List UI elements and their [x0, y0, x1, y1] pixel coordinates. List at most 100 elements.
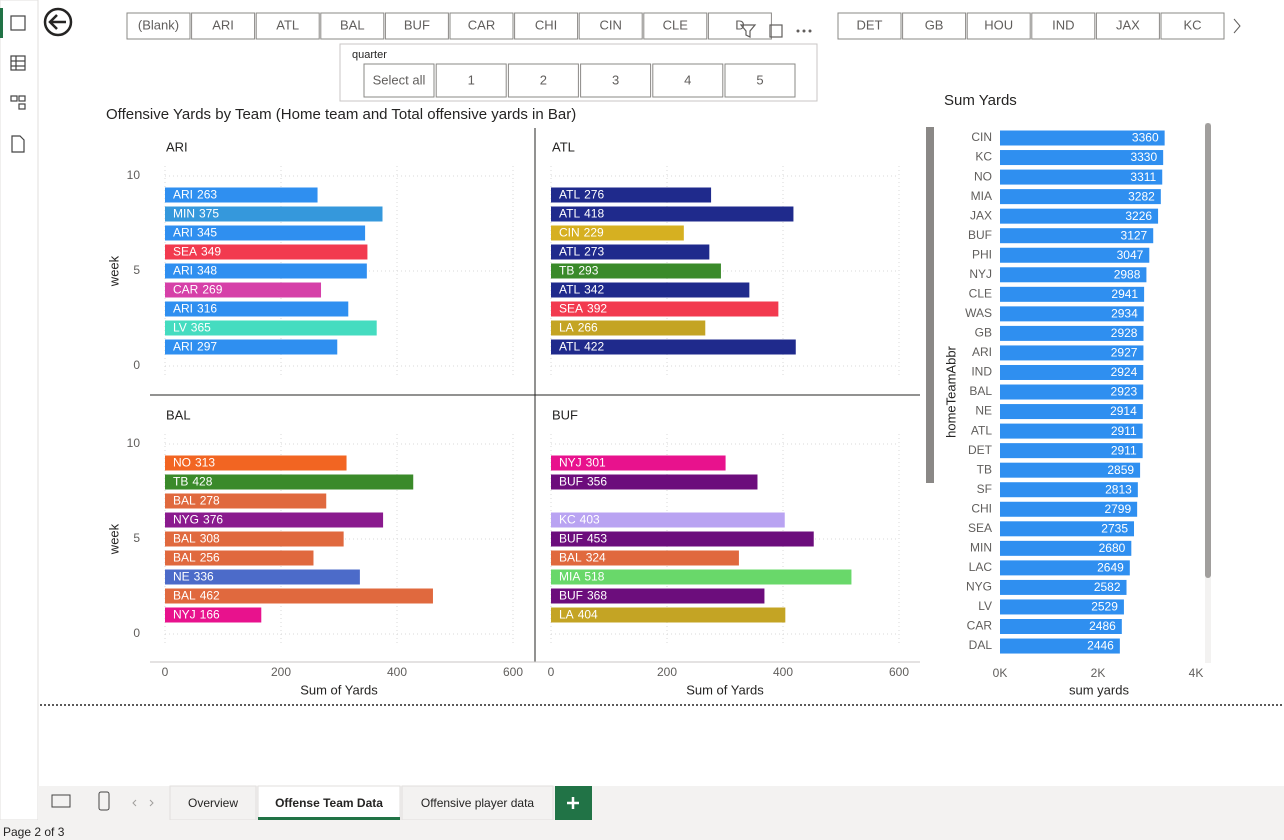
slicer-button-label: 1: [468, 72, 475, 87]
bar: [551, 474, 758, 490]
bar: [551, 225, 684, 241]
bar: [1000, 579, 1127, 595]
slicer-button[interactable]: [966, 12, 1031, 40]
table-view-icon[interactable]: [10, 55, 26, 71]
active-tab-indicator: [258, 817, 400, 820]
y-tick-label: CHI: [971, 501, 992, 515]
x-axis-title: sum yards: [1069, 682, 1129, 697]
bar-team-label: ATL: [559, 188, 580, 202]
slicer-button[interactable]: [707, 12, 772, 40]
page-tab[interactable]: [401, 785, 554, 821]
bar-value-label: 3226: [1125, 209, 1152, 223]
bar: [1000, 189, 1161, 205]
desktop-layout-icon[interactable]: [51, 794, 71, 808]
page-tab[interactable]: [257, 785, 401, 821]
slicer-button[interactable]: [384, 12, 449, 40]
bar: [1000, 130, 1165, 146]
filter-icon[interactable]: [739, 24, 757, 38]
bar-team-label: NYJ: [559, 456, 582, 470]
x-axis-title: Sum of Yards: [686, 682, 764, 697]
slicer-button[interactable]: [449, 12, 514, 40]
slicer-button[interactable]: [435, 63, 507, 98]
bar-value-label: 2928: [1111, 326, 1138, 340]
page-tab[interactable]: [169, 785, 257, 821]
bar: [165, 607, 262, 623]
slicer-button[interactable]: [643, 12, 708, 40]
bar-value-label: 273: [584, 245, 604, 259]
slicer-button[interactable]: [507, 63, 579, 98]
slicer-button-label: CIN: [600, 17, 622, 32]
bar: [1000, 325, 1144, 341]
bar-value-label: 2446: [1087, 639, 1114, 653]
scrollbar-thumb[interactable]: [1205, 123, 1211, 578]
sum-yards-chart: 0K 2K 4K CIN 3360 KC 3330 NO 3311 MIA 3282 JAX 3226 B…: [943, 130, 1203, 697]
bar: [551, 569, 852, 585]
quarter-slicer: Select all 1 2 3 4 5: [363, 63, 796, 98]
slicer-button[interactable]: [191, 12, 256, 40]
bar: [551, 187, 712, 203]
model-view-icon[interactable]: [10, 95, 18, 102]
tab-scroll-arrows[interactable]: [132, 799, 154, 807]
y-tick-label: DAL: [969, 638, 993, 652]
slicer-button[interactable]: [255, 12, 320, 40]
slicer-button-label: IND: [1052, 17, 1074, 32]
slicer-button[interactable]: [1031, 12, 1096, 40]
slicer-button[interactable]: [363, 63, 435, 98]
back-button[interactable]: [43, 7, 73, 37]
slicer-button[interactable]: [837, 12, 902, 40]
slicer-button-label: JAX: [1116, 17, 1140, 32]
slicer-button[interactable]: [580, 63, 652, 98]
slicer-button[interactable]: [514, 12, 579, 40]
bar: [1000, 462, 1141, 478]
slicer-button-label: (Blank): [138, 17, 179, 32]
slicer-button[interactable]: [1095, 12, 1160, 40]
bar-value-label: 342: [584, 283, 604, 297]
y-tick-label: MIA: [971, 189, 992, 203]
y-tick-label: ATL: [971, 423, 992, 437]
x-tick-label: 4K: [1189, 666, 1204, 680]
bar: [1000, 247, 1150, 263]
bar-value-label: 375: [199, 207, 219, 221]
bar-team-label: NE: [173, 570, 190, 584]
bar-team-label: ARI: [173, 264, 193, 278]
bar: [1000, 364, 1144, 380]
more-options-icon[interactable]: [796, 29, 812, 33]
x-axis-title: Sum of Yards: [300, 682, 378, 697]
y-tick-label: LV: [978, 599, 992, 613]
slicer-button-label: CAR: [468, 17, 495, 32]
slicer-button-label: BAL: [340, 17, 365, 32]
y-axis-title: week: [106, 255, 121, 287]
report-view-icon[interactable]: [10, 15, 26, 31]
bar: [1000, 443, 1143, 459]
bar-value-label: 2649: [1097, 561, 1124, 575]
slicer-button-label: CHI: [535, 17, 557, 32]
bar-team-label: BUF: [559, 475, 583, 489]
bar: [165, 474, 414, 490]
bar-value-label: 2735: [1101, 521, 1128, 535]
bar: [551, 301, 779, 317]
bar: [551, 588, 765, 604]
bar-value-label: 336: [194, 570, 214, 584]
slicer-button[interactable]: [126, 12, 191, 40]
bar-value-label: 3282: [1128, 189, 1155, 203]
slicer-button[interactable]: [652, 63, 724, 98]
slicer-next-arrow[interactable]: [1233, 18, 1241, 34]
bar: [165, 187, 318, 203]
focus-mode-icon[interactable]: [769, 24, 783, 38]
y-tick-label: 5: [133, 531, 140, 545]
bar: [1000, 208, 1159, 224]
bar: [1000, 286, 1145, 302]
slicer-button[interactable]: [578, 12, 643, 40]
y-tick-label: NE: [975, 404, 992, 418]
mobile-layout-icon[interactable]: [98, 791, 110, 811]
slicer-button[interactable]: [902, 12, 967, 40]
bar: [551, 455, 726, 471]
dax-view-icon[interactable]: [11, 135, 25, 153]
slicer-button[interactable]: [724, 63, 796, 98]
bar-team-label: ARI: [173, 188, 193, 202]
slicer-button[interactable]: [1160, 12, 1225, 40]
slicer-button-label: D: [735, 17, 744, 32]
bar-team-label: LV: [173, 321, 187, 335]
slicer-button[interactable]: [320, 12, 385, 40]
